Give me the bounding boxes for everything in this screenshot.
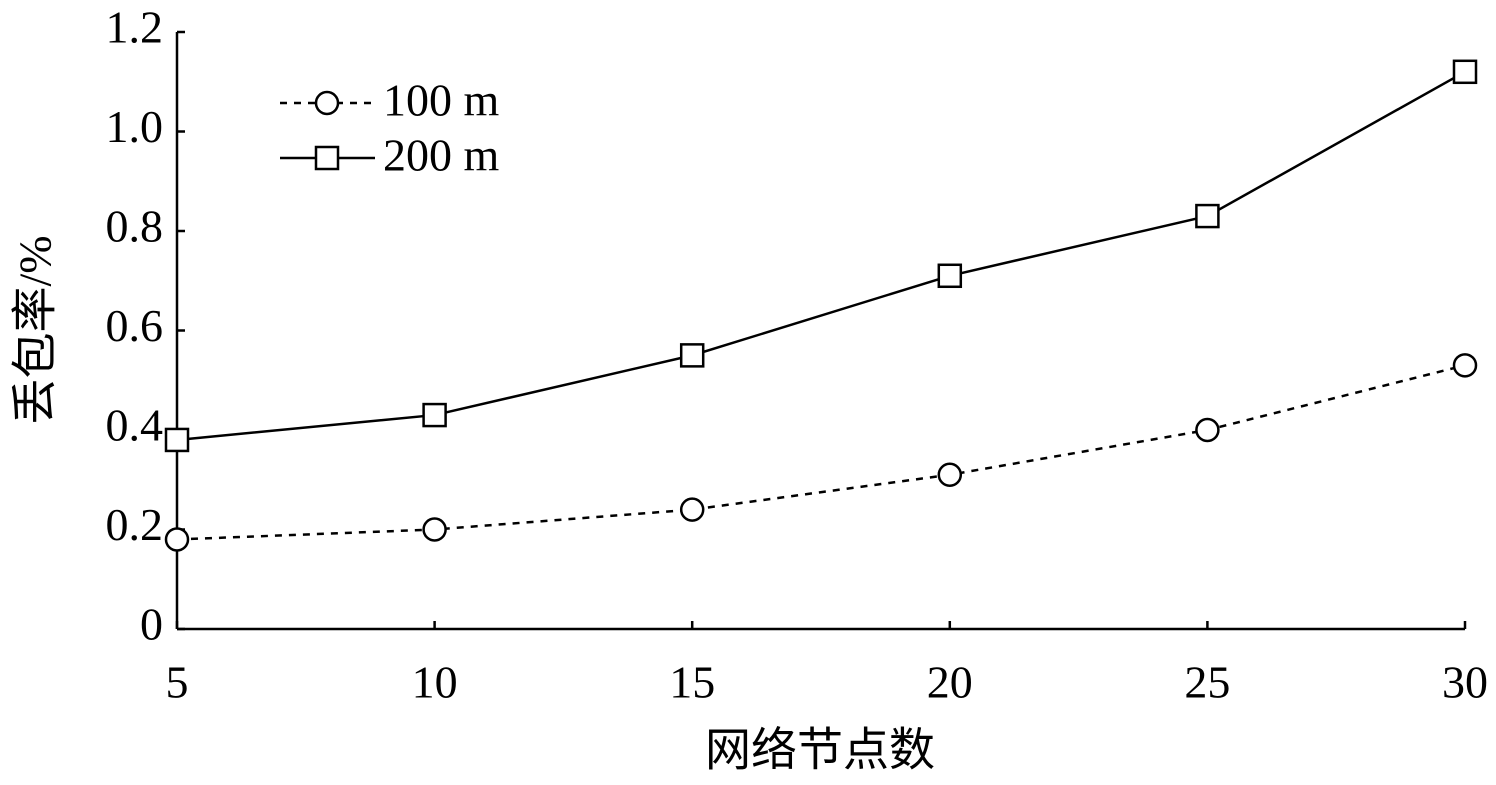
data-point: [422, 402, 447, 428]
y-tick-label: 0.4: [106, 400, 164, 451]
x-axis-label: 网络节点数: [705, 725, 935, 776]
x-tick-label: 15: [669, 657, 715, 708]
data-point: [937, 462, 963, 488]
legend-label: 200 m: [383, 130, 500, 181]
y-tick-label: 0.8: [106, 201, 164, 252]
legend-marker: [314, 90, 340, 116]
data-point: [164, 427, 190, 453]
x-tick-label: 25: [1184, 657, 1230, 708]
data-point: [937, 263, 963, 289]
data-point: [1452, 59, 1478, 85]
y-tick-label: 0.6: [106, 300, 164, 351]
x-tick-label: 5: [166, 657, 189, 708]
y-tick-label: 1.2: [106, 2, 164, 53]
data-point: [422, 517, 447, 542]
series-line: [176, 364, 1466, 541]
legend-label: 100 m: [383, 75, 500, 126]
series-line: [176, 70, 1466, 442]
legend-marker: [314, 145, 340, 171]
x-tick-label: 10: [412, 657, 458, 708]
y-tick-label: 0: [140, 599, 163, 650]
y-axis-label: 丢包率/%: [10, 235, 61, 424]
y-tick-label: 0.2: [106, 499, 164, 550]
x-tick-label: 30: [1442, 657, 1488, 708]
data-point: [164, 527, 190, 552]
data-point: [679, 343, 705, 368]
data-point: [1195, 417, 1220, 443]
y-tick-label: 1.0: [106, 101, 164, 152]
data-point: [1452, 353, 1478, 378]
data-point: [1195, 203, 1220, 229]
x-tick-label: 20: [927, 657, 973, 708]
data-point: [679, 497, 705, 522]
